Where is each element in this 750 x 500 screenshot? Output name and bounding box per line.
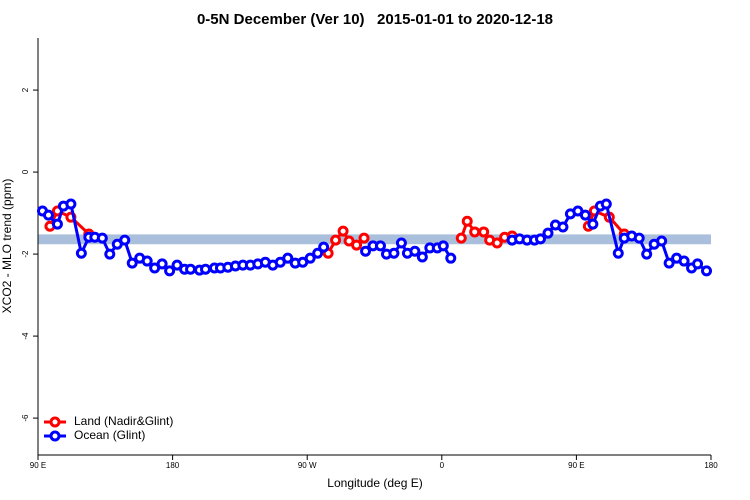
data-point: [51, 218, 63, 230]
data-point: [416, 251, 428, 263]
x-tick-label: 90 W: [298, 461, 317, 470]
y-tick-label: -2: [21, 250, 30, 258]
data-point: [469, 226, 481, 238]
data-point: [185, 263, 197, 275]
reference-band: [38, 234, 711, 245]
data-point: [141, 255, 153, 267]
data-point: [351, 239, 363, 251]
data-point: [461, 215, 473, 227]
data-point: [692, 258, 704, 270]
data-point: [42, 209, 54, 221]
y-tick-label: 2: [21, 87, 30, 92]
data-point: [663, 257, 675, 269]
series-line: [48, 209, 626, 255]
data-point: [164, 265, 176, 277]
y-tick-label: 0: [21, 169, 30, 174]
data-point: [119, 234, 131, 246]
data-point: [612, 247, 624, 259]
data-point: [600, 198, 612, 210]
data-point: [304, 252, 316, 264]
data-point: [579, 209, 591, 221]
data-point: [156, 258, 168, 270]
data-point: [701, 265, 713, 277]
y-tick-label: -6: [21, 414, 30, 422]
x-tick-label: 0: [440, 461, 445, 470]
x-tick-label: 180: [704, 461, 718, 470]
legend-label: Land (Nadir&Glint): [74, 414, 173, 428]
data-point: [96, 232, 108, 244]
data-point: [395, 237, 407, 249]
data-point: [535, 233, 547, 245]
data-point: [330, 234, 342, 246]
data-point: [282, 252, 294, 264]
data-point: [337, 225, 349, 237]
data-point: [445, 252, 457, 264]
data-point: [542, 227, 554, 239]
x-tick-label: 180: [166, 461, 180, 470]
data-point: [557, 221, 569, 233]
data-point: [200, 263, 212, 275]
data-point: [312, 247, 324, 259]
legend-marker: [49, 416, 61, 428]
data-point: [318, 241, 330, 253]
x-axis-title: Longitude (deg E): [327, 476, 422, 490]
data-point: [678, 255, 690, 267]
legend-label: Ocean (Glint): [74, 428, 145, 442]
chart-title: 0-5N December (Ver 10) 2015-01-01 to 202…: [197, 11, 553, 28]
data-point: [455, 232, 467, 244]
data-point: [641, 248, 653, 260]
data-point: [388, 247, 400, 259]
data-point: [360, 245, 372, 257]
data-point: [409, 245, 421, 257]
data-point: [75, 247, 87, 259]
legend-marker: [49, 430, 61, 442]
data-point: [491, 237, 503, 249]
data-point: [65, 198, 77, 210]
data-point: [358, 232, 370, 244]
data-point: [374, 240, 386, 252]
data-point: [633, 232, 645, 244]
data-point: [126, 257, 138, 269]
x-tick-label: 90 E: [30, 461, 46, 470]
y-tick-label: -4: [21, 332, 30, 340]
y-axis-title: XCO2 - MLO trend (ppm): [0, 179, 14, 314]
data-point: [437, 240, 449, 252]
x-tick-label: 90 E: [568, 461, 584, 470]
data-point: [478, 226, 490, 238]
data-point: [104, 248, 116, 260]
data-point: [656, 235, 668, 247]
data-point: [587, 218, 599, 230]
